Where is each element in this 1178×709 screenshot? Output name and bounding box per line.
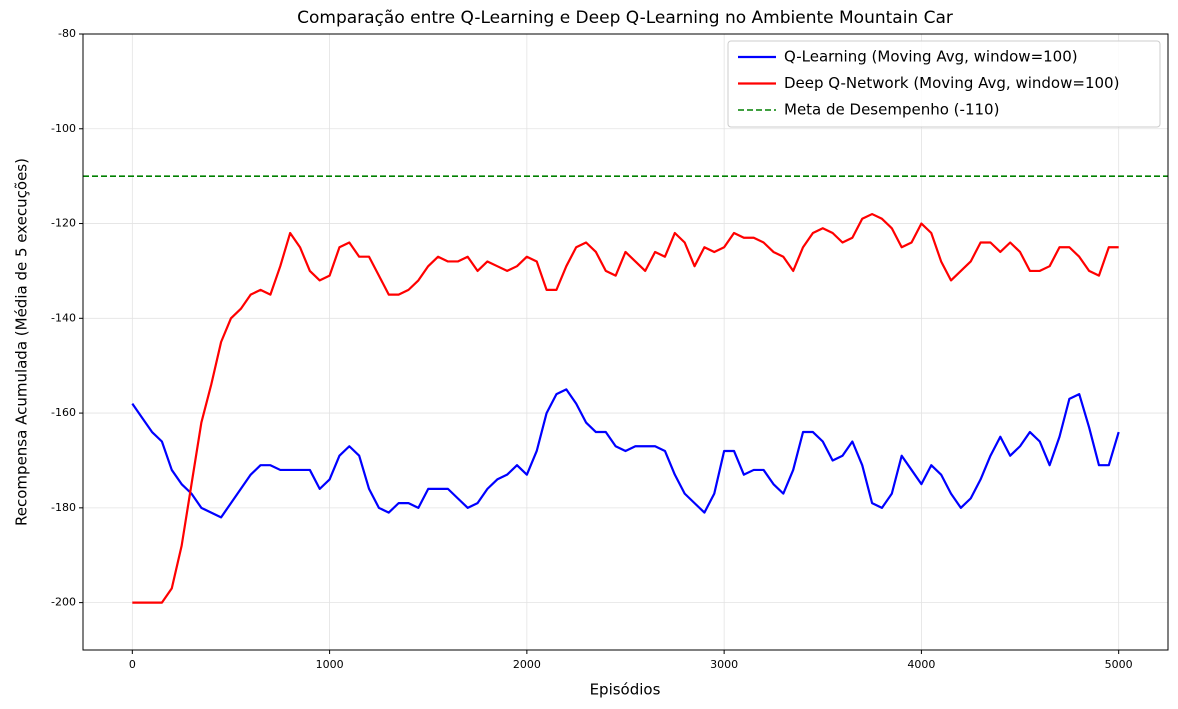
x-tick-label: 5000: [1105, 658, 1133, 671]
y-tick-label: -120: [51, 217, 76, 230]
x-tick-label: 4000: [907, 658, 935, 671]
y-tick-label: -80: [58, 27, 76, 40]
legend-label: Meta de Desempenho (-110): [784, 101, 999, 119]
y-tick-label: -160: [51, 406, 76, 419]
y-tick-label: -140: [51, 311, 76, 324]
plot-frame: [82, 33, 1169, 651]
y-axis-label: Recompensa Acumulada (Média de 5 execuçõ…: [13, 158, 31, 526]
y-tick-label: -180: [51, 501, 76, 514]
plot-data: [83, 175, 1168, 604]
y-tick-label: -100: [51, 122, 76, 135]
x-tick-label: 1000: [316, 658, 344, 671]
x-tick-label: 3000: [710, 658, 738, 671]
y-tick-label: -200: [51, 596, 76, 609]
chart-title: Comparação entre Q-Learning e Deep Q-Lea…: [297, 8, 953, 28]
legend-label: Q-Learning (Moving Avg, window=100): [784, 48, 1078, 66]
x-tick-label: 2000: [513, 658, 541, 671]
legend: Q-Learning (Moving Avg, window=100) Deep …: [727, 40, 1161, 128]
x-tick-label: 0: [129, 658, 136, 671]
series-line: [131, 388, 1120, 519]
series-line: [132, 212, 1119, 604]
grid: [83, 33, 1168, 650]
x-axis-label: Episódios: [590, 681, 661, 699]
legend-label: Deep Q-Network (Moving Avg, window=100): [784, 74, 1119, 92]
legend-box: [727, 40, 1161, 128]
